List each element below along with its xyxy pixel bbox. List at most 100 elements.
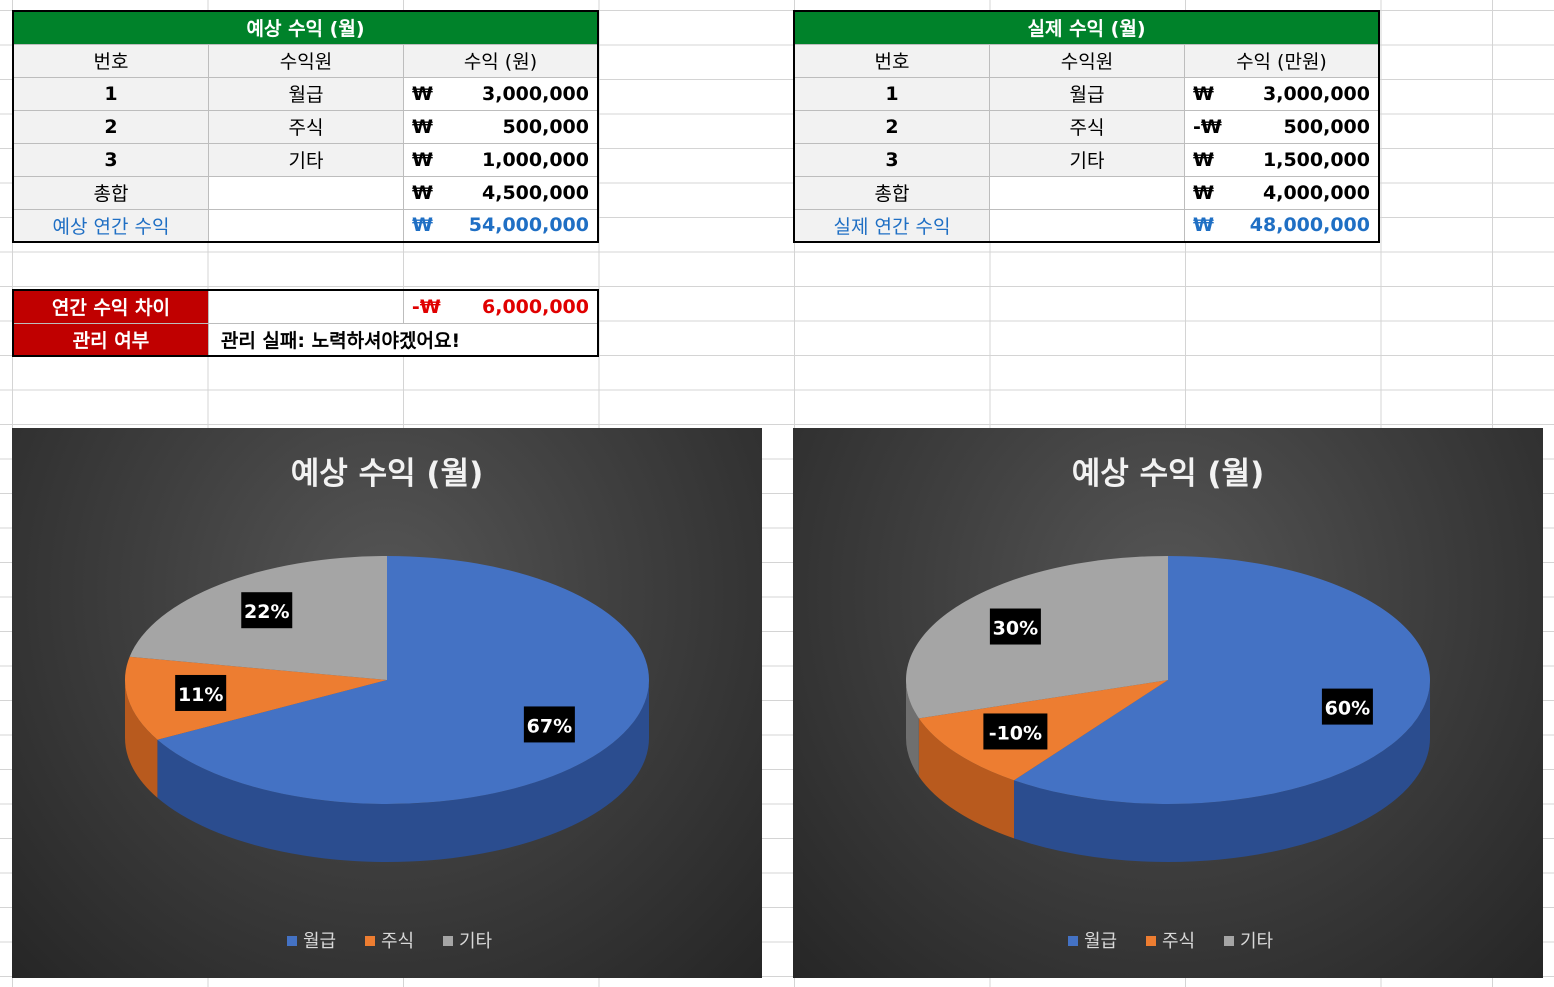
table-row: 3 기타 ₩1,000,000: [12, 142, 599, 177]
pie-slice-월급[interactable]: [1014, 556, 1430, 804]
row-number-cell[interactable]: 3: [793, 142, 990, 177]
total-amount-cell[interactable]: ₩4,500,000: [402, 175, 599, 210]
annual-label-cell[interactable]: 예상 연간 수익: [12, 208, 209, 243]
source-cell[interactable]: 주식: [988, 109, 1185, 144]
legend-item[interactable]: 주식: [1162, 931, 1195, 952]
table-row: 1 월급 ₩3,000,000: [793, 76, 1380, 111]
empty-cell[interactable]: [207, 208, 404, 243]
legend-swatch: [1146, 936, 1156, 946]
manage-row: 관리 여부 관리 실패: 노력하셔야겠어요!: [12, 322, 599, 357]
empty-cell[interactable]: [207, 175, 404, 210]
annual-label-cell[interactable]: 실제 연간 수익: [793, 208, 990, 243]
col-header-amount[interactable]: 수익 (원): [402, 43, 599, 78]
source-cell[interactable]: 월급: [207, 76, 404, 111]
amount-cell[interactable]: ₩500,000: [402, 109, 599, 144]
summary-table: 연간 수익 차이 -₩ 6,000,000 관리 여부 관리 실패: 노력하셔야겠…: [12, 289, 599, 357]
legend-swatch: [1068, 936, 1078, 946]
currency-symbol: ₩: [411, 181, 433, 204]
legend-item[interactable]: 기타: [459, 931, 493, 952]
amount-cell[interactable]: ₩3,000,000: [402, 76, 599, 111]
amount-cell[interactable]: ₩1,000,000: [402, 142, 599, 177]
col-header-amount[interactable]: 수익 (만원): [1183, 43, 1380, 78]
data-label-box: [1321, 688, 1373, 725]
legend-swatch: [1224, 936, 1234, 946]
diff-amount-value: 6,000,000: [482, 295, 589, 318]
row-number-cell[interactable]: 1: [12, 76, 209, 111]
col-header-no[interactable]: 번호: [12, 43, 209, 78]
total-row: 총합 ₩4,000,000: [793, 175, 1380, 210]
diff-row: 연간 수익 차이 -₩ 6,000,000: [12, 289, 599, 324]
annual-row: 실제 연간 수익 ₩48,000,000: [793, 208, 1380, 243]
annual-amount-cell[interactable]: ₩48,000,000: [1183, 208, 1380, 243]
actual-income-chart[interactable]: 예상 수익 (월) 60% -10% 30% 월급 주식 기타: [793, 428, 1543, 978]
currency-symbol: -₩: [1192, 115, 1222, 138]
manage-value-cell[interactable]: 관리 실패: 노력하셔야겠어요!: [207, 322, 599, 357]
row-number-cell[interactable]: 3: [12, 142, 209, 177]
manage-label-cell[interactable]: 관리 여부: [12, 322, 209, 357]
legend-item[interactable]: 주식: [381, 931, 414, 952]
diff-amount-cell[interactable]: -₩ 6,000,000: [402, 289, 599, 324]
total-label-cell[interactable]: 총합: [12, 175, 209, 210]
currency-symbol: ₩: [411, 115, 433, 138]
legend-item[interactable]: 월급: [1084, 931, 1117, 952]
table-row: 2 주식 ₩500,000: [12, 109, 599, 144]
table-row: 2 주식 -₩ 500,000: [793, 109, 1380, 144]
currency-symbol: ₩: [411, 82, 433, 105]
data-label-box: [523, 706, 575, 743]
pie-slice-side: [906, 680, 919, 777]
pie-chart-svg: 예상 수익 (월) 60% -10% 30% 월급 주식 기타: [906, 456, 1430, 952]
annual-row: 예상 연간 수익 ₩54,000,000: [12, 208, 599, 243]
amount-cell[interactable]: ₩1,500,000: [1183, 142, 1380, 177]
chart-title: 예상 수익 (월): [1072, 456, 1265, 492]
expected-income-table: 예상 수익 (월) 번호 수익원 수익 (원) 1 월급 ₩3,000,000 …: [12, 10, 599, 243]
table-row: 1 월급 ₩3,000,000: [12, 76, 599, 111]
col-header-no[interactable]: 번호: [793, 43, 990, 78]
total-row: 총합 ₩4,500,000: [12, 175, 599, 210]
empty-cell[interactable]: [207, 289, 404, 324]
legend-swatch: [365, 936, 375, 946]
pie-slice-side: [918, 718, 1015, 839]
row-number-cell[interactable]: 2: [793, 109, 990, 144]
currency-symbol: ₩: [1192, 82, 1214, 105]
total-amount-cell[interactable]: ₩4,000,000: [1183, 175, 1380, 210]
amount-value: 3,000,000: [1263, 82, 1370, 105]
total-amount-value: 4,500,000: [482, 181, 589, 204]
data-label: 67%: [527, 715, 572, 737]
row-number-cell[interactable]: 2: [12, 109, 209, 144]
empty-cell[interactable]: [988, 208, 1185, 243]
data-label-box: [241, 592, 293, 629]
amount-value: 500,000: [502, 115, 589, 138]
expected-table-title[interactable]: 예상 수익 (월): [12, 10, 599, 45]
total-label-cell[interactable]: 총합: [793, 175, 990, 210]
col-header-source[interactable]: 수익원: [988, 43, 1185, 78]
source-cell[interactable]: 주식: [207, 109, 404, 144]
row-number-cell[interactable]: 1: [793, 76, 990, 111]
expected-income-chart[interactable]: 예상 수익 (월) 67% 11% 22% 월급 주식 기타: [12, 428, 762, 978]
actual-table-title[interactable]: 실제 수익 (월): [793, 10, 1380, 45]
currency-symbol: ₩: [411, 214, 433, 237]
source-cell[interactable]: 기타: [988, 142, 1185, 177]
data-label: -10%: [989, 722, 1042, 744]
legend-item[interactable]: 월급: [303, 931, 336, 952]
amount-cell[interactable]: ₩3,000,000: [1183, 76, 1380, 111]
empty-cell[interactable]: [988, 175, 1185, 210]
legend-item[interactable]: 기타: [1240, 931, 1274, 952]
data-label-box: [983, 713, 1048, 750]
actual-income-table: 실제 수익 (월) 번호 수익원 수익 (만원) 1 월급 ₩3,000,000…: [793, 10, 1380, 243]
pie-slice-side: [125, 680, 158, 798]
source-cell[interactable]: 월급: [988, 76, 1185, 111]
currency-symbol: ₩: [411, 148, 433, 171]
amount-cell[interactable]: -₩ 500,000: [1183, 109, 1380, 144]
data-label-box: [175, 674, 227, 711]
data-label: 22%: [244, 601, 289, 623]
annual-amount-cell[interactable]: ₩54,000,000: [402, 208, 599, 243]
data-label-box: [989, 608, 1041, 645]
source-cell[interactable]: 기타: [207, 142, 404, 177]
diff-label-cell[interactable]: 연간 수익 차이: [12, 289, 209, 324]
amount-value: 1,500,000: [1263, 148, 1370, 171]
col-header-source[interactable]: 수익원: [207, 43, 404, 78]
currency-symbol: -₩: [411, 295, 441, 318]
amount-value: 1,000,000: [482, 148, 589, 171]
annual-amount-value: 54,000,000: [468, 214, 589, 237]
legend-swatch: [443, 936, 453, 946]
